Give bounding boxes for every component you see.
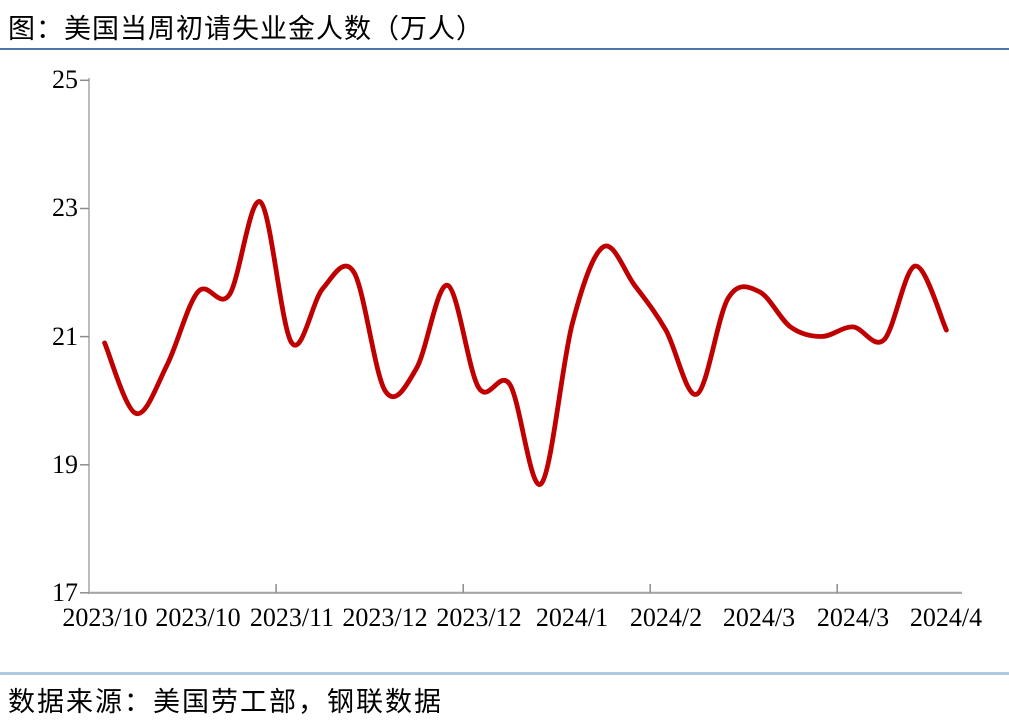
x-axis-label: 2023/12 bbox=[436, 603, 522, 632]
title-divider bbox=[0, 48, 1009, 50]
x-axis-label: 2023/10 bbox=[62, 603, 148, 632]
y-axis-label: 19 bbox=[52, 450, 78, 479]
page-title: 图：美国当周初请失业金人数（万人） bbox=[8, 14, 484, 44]
x-axis-label: 2023/12 bbox=[342, 603, 428, 632]
y-axis-label: 21 bbox=[52, 322, 78, 351]
x-axis-label: 2023/11 bbox=[249, 603, 335, 632]
x-axis-label: 2024/3 bbox=[816, 603, 890, 632]
x-axis-label: 2024/4 bbox=[909, 603, 983, 632]
y-axis-label: 17 bbox=[52, 578, 78, 607]
jobless-claims-line bbox=[102, 199, 949, 487]
x-axis-label: 2024/3 bbox=[722, 603, 796, 632]
x-axis-label: 2023/10 bbox=[155, 603, 241, 632]
x-axis-label: 2024/2 bbox=[629, 603, 703, 632]
source-divider bbox=[0, 672, 1009, 675]
y-axis-label: 25 bbox=[52, 65, 78, 94]
x-axis-label: 2024/1 bbox=[535, 603, 609, 632]
y-axis-label: 23 bbox=[52, 193, 78, 222]
data-source-note: 数据来源：美国劳工部，钢联数据 bbox=[8, 687, 443, 717]
